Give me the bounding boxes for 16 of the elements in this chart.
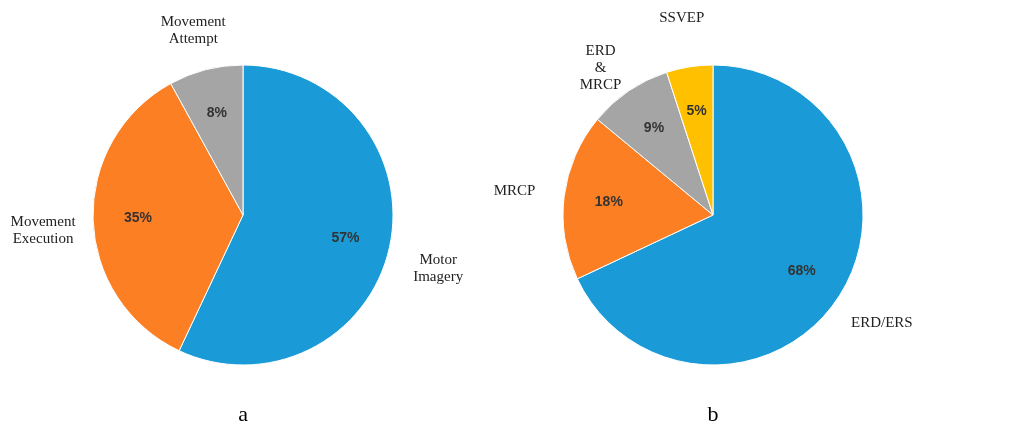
data-label: 35% bbox=[124, 209, 153, 226]
data-label: 8% bbox=[206, 104, 228, 121]
slice-label: Motor Imagery bbox=[413, 250, 464, 284]
text: a bbox=[238, 401, 249, 426]
slice-label: ERD & MRCP bbox=[579, 41, 622, 92]
data-label: 18% bbox=[594, 192, 624, 209]
slice-label: Movement Attempt bbox=[160, 13, 227, 47]
data-label: 57% bbox=[331, 228, 361, 245]
text: b bbox=[707, 401, 719, 426]
slice-label: ERD/ERS bbox=[851, 314, 913, 331]
slice-label: MRCP bbox=[493, 181, 536, 198]
data-label: 68% bbox=[787, 262, 817, 279]
slice-label: Movement Execution bbox=[10, 213, 77, 247]
slice-label: SSVEP bbox=[659, 9, 705, 26]
data-label: 5% bbox=[686, 102, 708, 119]
data-label: 9% bbox=[643, 119, 665, 136]
